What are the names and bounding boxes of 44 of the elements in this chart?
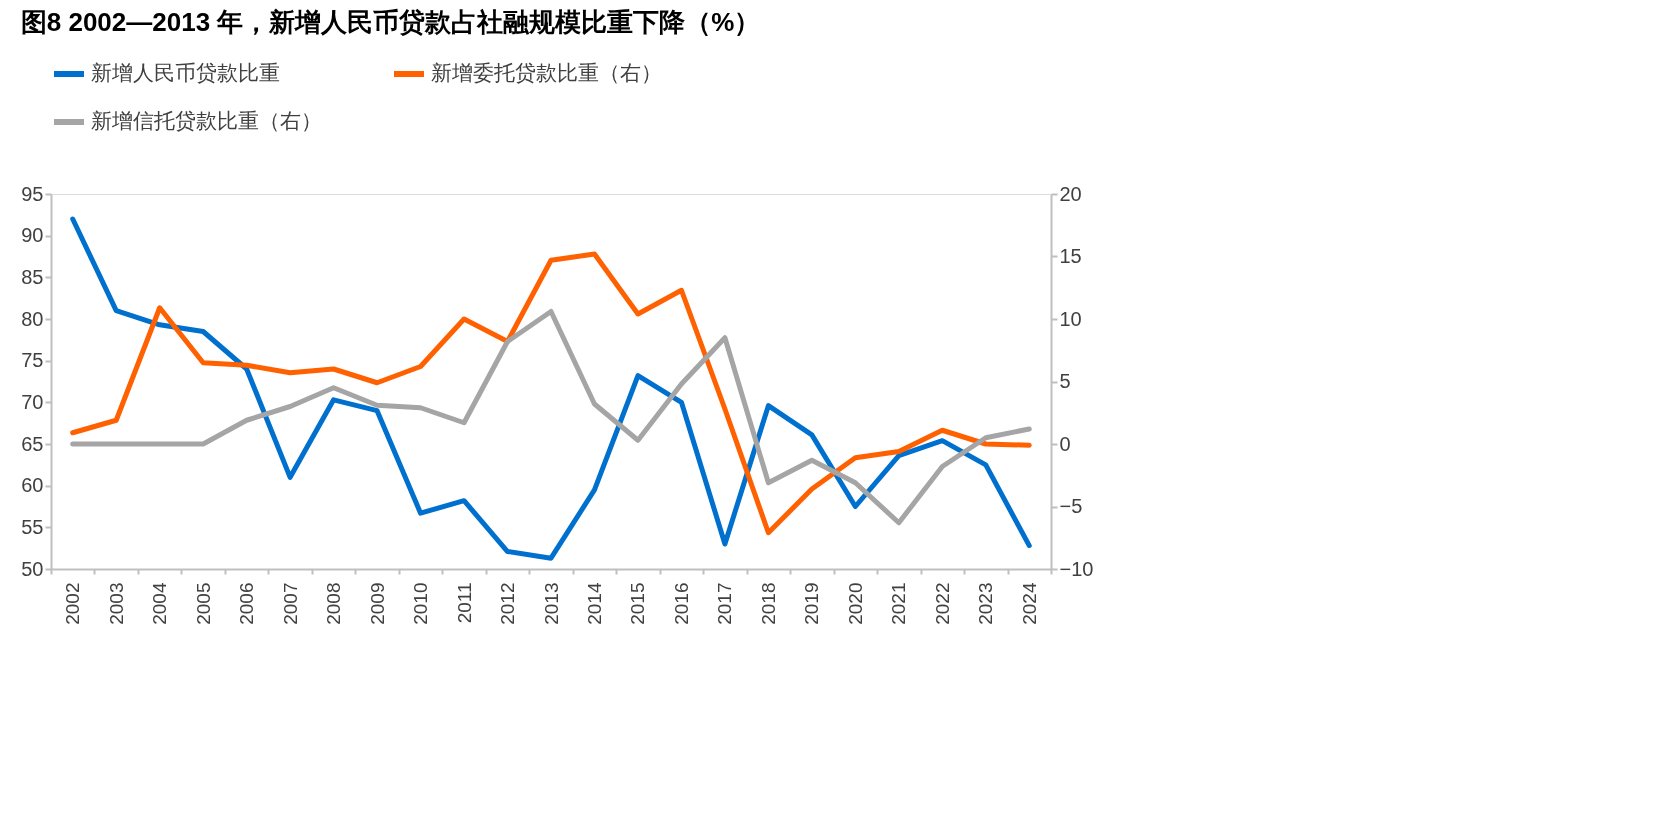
y-tick-label: 90 bbox=[21, 224, 44, 247]
x-tick-label: 2013 bbox=[540, 582, 562, 625]
x-tick-label: 2016 bbox=[670, 582, 692, 625]
x-tick-label: 2006 bbox=[236, 582, 258, 625]
y-tick-label: 75 bbox=[21, 349, 44, 372]
x-tick-label: 2008 bbox=[323, 582, 345, 625]
legend-label: 新增委托贷款比重（右） bbox=[431, 61, 662, 84]
x-tick-label: 2009 bbox=[366, 582, 388, 625]
x-tick-label: 2024 bbox=[1018, 582, 1040, 625]
x-tick-label: 2010 bbox=[410, 582, 432, 625]
x-tick-label: 2023 bbox=[975, 582, 997, 625]
x-tick-label: 2018 bbox=[757, 582, 779, 625]
x-tick-label: 2007 bbox=[279, 582, 301, 625]
x-tick-label: 2017 bbox=[714, 582, 736, 625]
x-tick-label: 2004 bbox=[149, 582, 171, 625]
x-tick-label: 2002 bbox=[62, 582, 84, 625]
x-tick-label: 2005 bbox=[192, 582, 214, 625]
legend-label: 新增信托贷款比重（右） bbox=[91, 109, 322, 132]
x-tick-label: 2011 bbox=[453, 582, 475, 624]
y2-tick-label: 0 bbox=[1059, 432, 1071, 455]
y-tick-label: 85 bbox=[21, 265, 44, 288]
y2-tick-label: −10 bbox=[1059, 557, 1094, 580]
y2-tick-label: 5 bbox=[1059, 370, 1071, 392]
y-tick-label: 65 bbox=[21, 432, 44, 455]
x-tick-label: 2021 bbox=[888, 582, 910, 625]
y2-tick-label: −5 bbox=[1059, 495, 1083, 517]
x-tick-label: 2022 bbox=[931, 582, 953, 625]
y2-tick-label: 10 bbox=[1059, 307, 1082, 330]
legend-label: 新增人民币贷款比重 bbox=[91, 61, 280, 84]
y-tick-label: 70 bbox=[21, 390, 44, 413]
y-tick-label: 95 bbox=[21, 182, 44, 205]
y2-tick-label: 15 bbox=[1059, 245, 1082, 267]
y2-tick-label: 20 bbox=[1059, 182, 1082, 205]
x-tick-label: 2020 bbox=[844, 582, 866, 625]
y-tick-label: 80 bbox=[21, 307, 44, 330]
x-tick-label: 2015 bbox=[627, 582, 649, 625]
x-tick-label: 2019 bbox=[801, 582, 823, 625]
chart-title: 图8 2002—2013 年，新增人民币贷款占社融规模比重下降（%） bbox=[20, 7, 761, 37]
x-tick-label: 2003 bbox=[105, 582, 127, 625]
x-tick-label: 2012 bbox=[497, 582, 519, 625]
y-tick-label: 55 bbox=[21, 515, 44, 538]
x-tick-label: 2014 bbox=[583, 582, 605, 625]
y-tick-label: 50 bbox=[21, 557, 44, 580]
y-tick-label: 60 bbox=[21, 474, 44, 497]
